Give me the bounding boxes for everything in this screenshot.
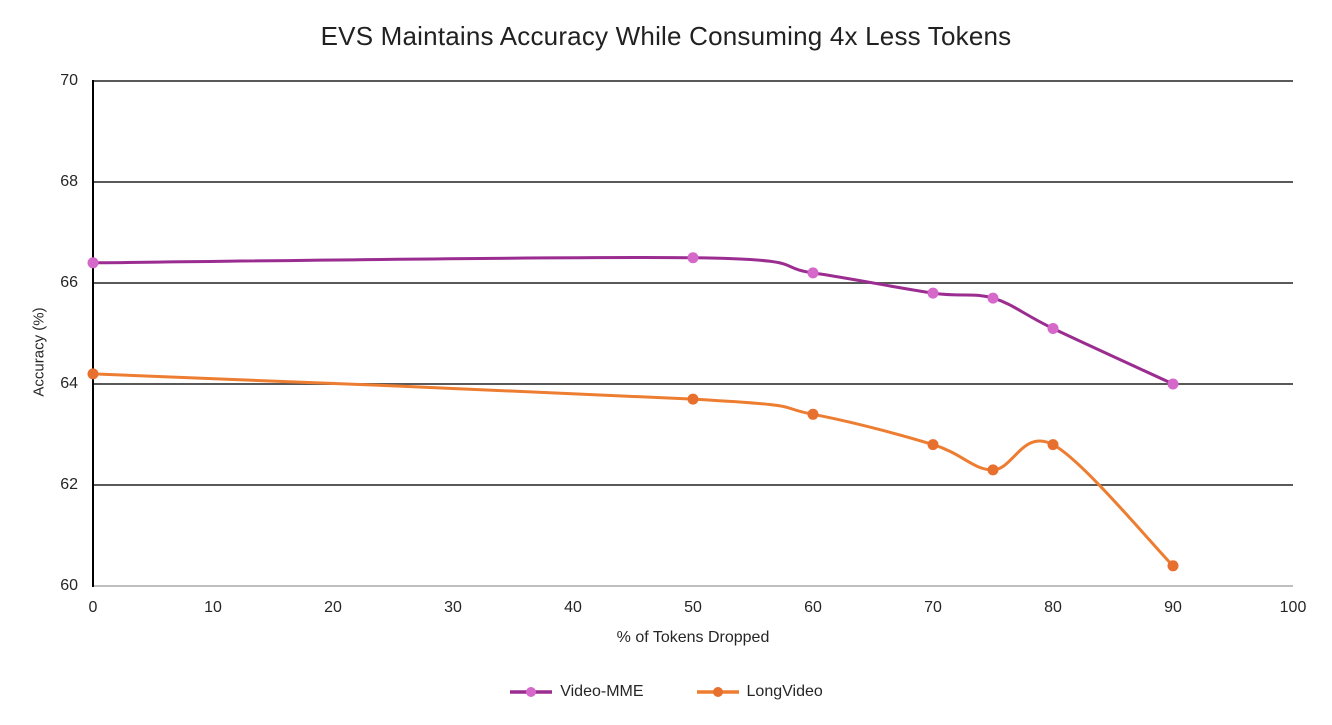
data-point-video-mme xyxy=(687,252,699,264)
x-tick-label: 10 xyxy=(204,599,222,616)
x-tick-label: 20 xyxy=(324,599,342,616)
series-line-video-mme xyxy=(91,255,1175,386)
x-tick-label: 50 xyxy=(684,599,702,616)
data-point-longvideo xyxy=(927,439,939,451)
x-tick-label: 100 xyxy=(1279,599,1307,616)
legend-swatch-icon xyxy=(696,687,739,697)
legend-swatch-icon xyxy=(510,687,553,697)
data-point-longvideo xyxy=(1167,560,1179,572)
data-point-video-mme xyxy=(927,287,939,299)
legend-marker-icon xyxy=(526,687,537,697)
y-tick-label: 68 xyxy=(60,173,78,190)
data-point-longvideo xyxy=(807,408,819,420)
data-point-longvideo xyxy=(987,464,999,476)
legend-item-video-mme: Video-MME xyxy=(509,683,644,701)
data-point-video-mme xyxy=(1167,378,1179,390)
legend-label: Video-MME xyxy=(560,683,644,700)
y-tick-label: 70 xyxy=(60,72,78,89)
x-tick-label: 0 xyxy=(88,599,98,616)
x-axis-title: % of Tokens Dropped xyxy=(616,629,770,646)
x-tick-label: 40 xyxy=(564,599,582,616)
legend-label: LongVideo xyxy=(746,683,823,700)
x-tick-label: 80 xyxy=(1044,599,1062,616)
x-tick-label: 70 xyxy=(924,599,942,616)
data-point-video-mme xyxy=(87,257,99,269)
x-tick-label: 30 xyxy=(444,599,462,616)
y-tick-label: 64 xyxy=(60,375,78,392)
legend: Video-MME LongVideo xyxy=(0,683,1332,701)
x-tick-label: 60 xyxy=(804,599,822,616)
x-tick-label: 90 xyxy=(1164,599,1182,616)
legend-item-longvideo: LongVideo xyxy=(696,683,823,701)
legend-marker-icon xyxy=(712,687,723,697)
data-point-longvideo xyxy=(87,368,99,380)
y-tick-label: 60 xyxy=(60,577,78,594)
data-point-longvideo xyxy=(687,393,699,405)
chart-title: EVS Maintains Accuracy While Consuming 4… xyxy=(320,21,1012,51)
y-tick-label: 62 xyxy=(60,476,78,493)
data-point-longvideo xyxy=(1047,439,1059,451)
plot-area xyxy=(87,80,1293,587)
data-point-video-mme xyxy=(987,292,999,304)
y-tick-label: 66 xyxy=(60,274,78,291)
series-line-longvideo xyxy=(91,372,1175,568)
data-point-video-mme xyxy=(807,267,819,279)
data-point-video-mme xyxy=(1047,322,1059,334)
